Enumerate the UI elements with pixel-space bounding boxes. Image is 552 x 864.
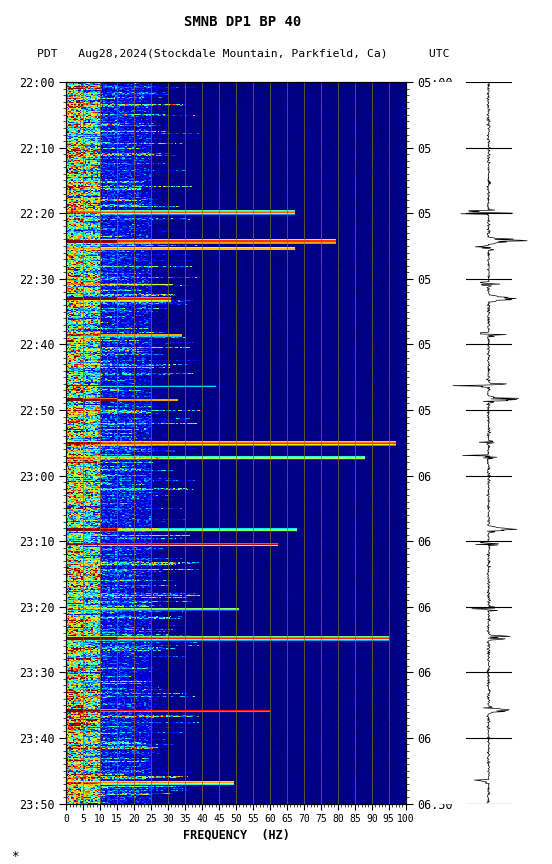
Text: SMNB DP1 BP 40: SMNB DP1 BP 40 — [184, 15, 301, 29]
Text: PDT   Aug28,2024(Stockdale Mountain, Parkfield, Ca)      UTC: PDT Aug28,2024(Stockdale Mountain, Parkf… — [36, 48, 449, 59]
Text: *: * — [11, 849, 19, 862]
X-axis label: FREQUENCY  (HZ): FREQUENCY (HZ) — [183, 828, 289, 841]
